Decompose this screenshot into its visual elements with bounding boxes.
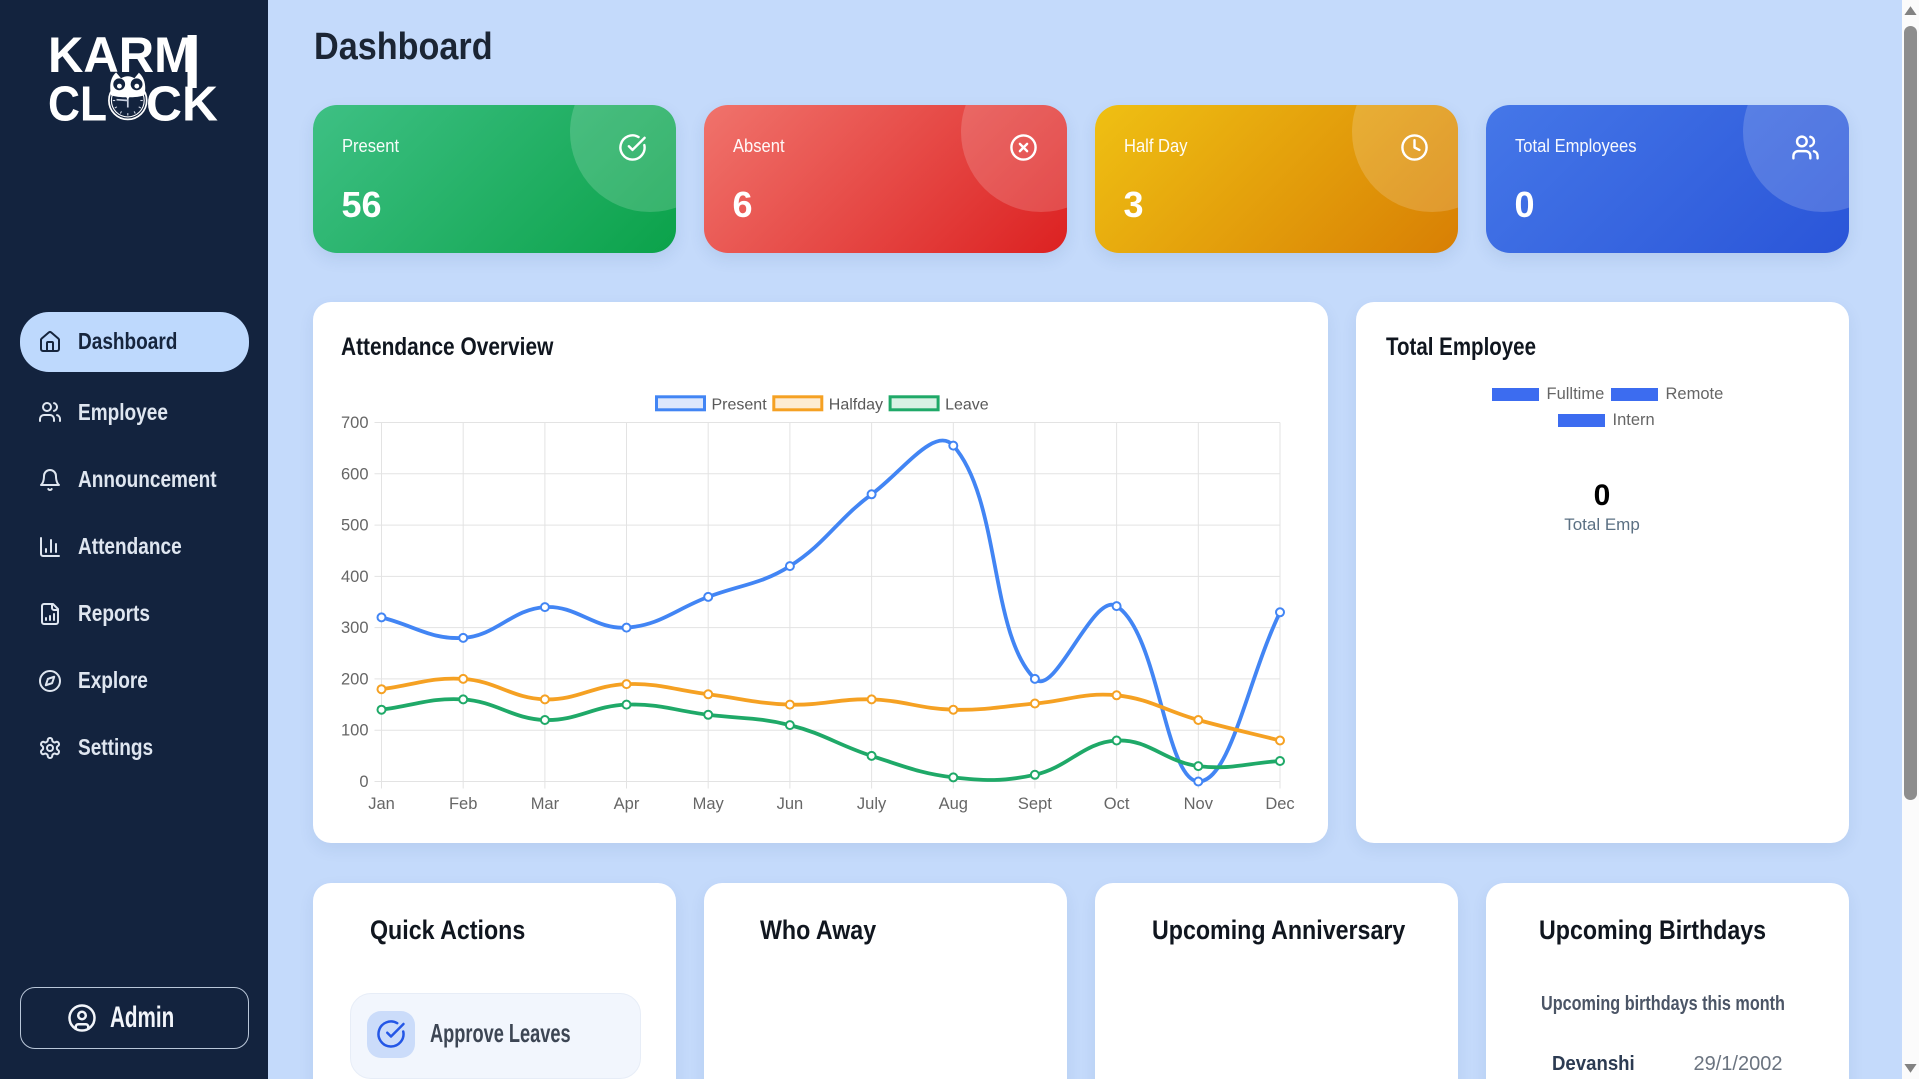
svg-text:Sept: Sept xyxy=(1017,795,1051,813)
svg-text:Halfday: Halfday xyxy=(828,397,882,414)
svg-text:KARM: KARM xyxy=(48,28,195,83)
svg-text:Aug: Aug xyxy=(938,795,967,813)
svg-text:May: May xyxy=(692,795,724,813)
svg-text:100: 100 xyxy=(340,722,368,740)
svg-text:July: July xyxy=(856,795,886,813)
svg-text:200: 200 xyxy=(340,670,368,688)
svg-text:0: 0 xyxy=(359,773,368,791)
svg-text:Leave: Leave xyxy=(945,397,989,414)
svg-text:700: 700 xyxy=(340,414,368,432)
svg-text:Feb: Feb xyxy=(448,795,476,813)
svg-text:Nov: Nov xyxy=(1183,795,1213,813)
svg-text:500: 500 xyxy=(340,517,368,535)
svg-text:300: 300 xyxy=(340,619,368,637)
svg-text:Present: Present xyxy=(711,397,767,414)
svg-text:600: 600 xyxy=(340,465,368,483)
svg-text:Mar: Mar xyxy=(530,795,559,813)
svg-text:400: 400 xyxy=(340,568,368,586)
svg-text:Jan: Jan xyxy=(368,795,395,813)
svg-text:Jun: Jun xyxy=(776,795,803,813)
svg-text:CL: CL xyxy=(48,78,107,132)
svg-text:Oct: Oct xyxy=(1103,795,1129,813)
svg-text:Dec: Dec xyxy=(1265,795,1294,813)
svg-text:Apr: Apr xyxy=(613,795,639,813)
svg-text:CK: CK xyxy=(146,78,218,132)
